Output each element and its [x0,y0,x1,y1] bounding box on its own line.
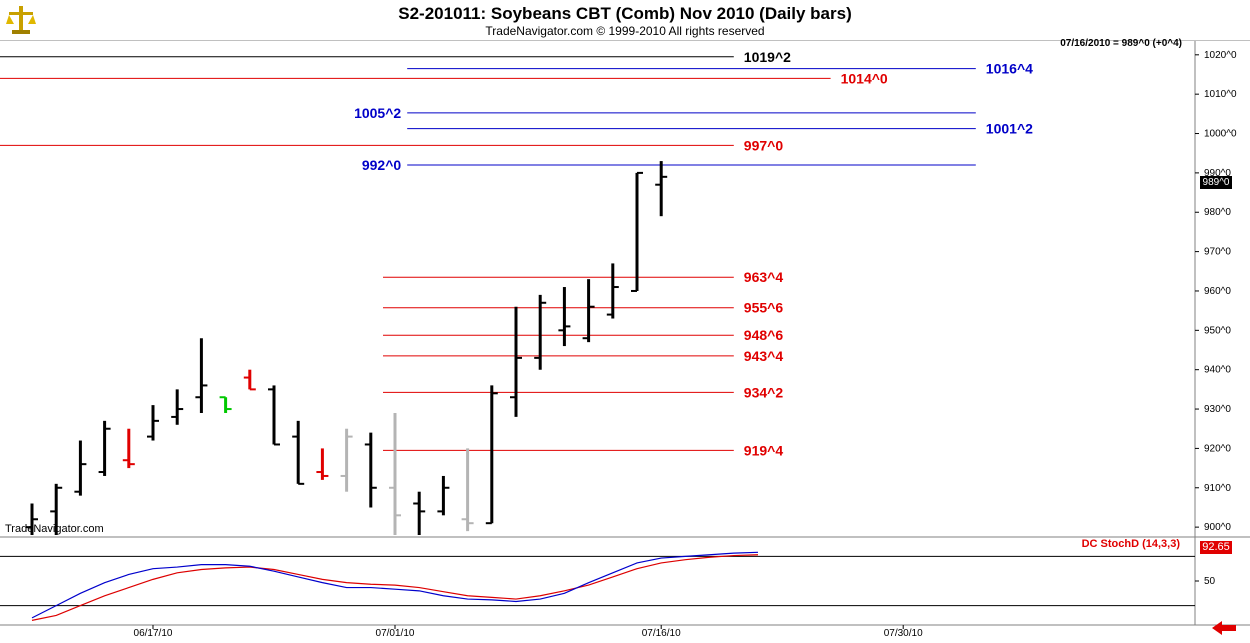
ohlc-bar [316,448,329,480]
price-tick-label: 950^0 [1204,325,1231,336]
date-tick-label: 06/17/10 [134,628,173,639]
ohlc-bar [389,412,401,535]
ohlc-bar [437,475,450,516]
ohlc-bar [147,405,159,441]
date-tick-label: 07/01/10 [376,628,415,639]
last-price-marker: 989^0 [1200,176,1232,189]
ohlc-bars [26,161,668,535]
ohlc-bar [655,161,668,217]
stoch-k-line [31,551,759,619]
price-tick-label: 990^0 [1204,168,1231,179]
price-tick-label: 910^0 [1204,483,1231,494]
trade-navigator-logo-icon [6,6,36,34]
ohlc-bar [485,385,498,525]
ohlc-bar [50,483,63,535]
ohlc-bar [510,306,522,417]
ohlc-bar [582,279,595,343]
level-label: 1001^2 [986,121,1033,137]
price-tick-label: 1010^0 [1204,89,1237,100]
price-tick-label: 920^0 [1204,443,1231,454]
ohlc-bar [340,428,353,492]
level-label: 955^6 [744,300,784,316]
support-resistance-levels: 1019^2 1016^4 1014^0 1005^2 1001^2 997^0 992^0… [0,49,1033,458]
level-label: 997^0 [744,137,784,153]
level-label: 943^4 [744,348,784,364]
price-readout: 07/16/2010 = 989^0 (+0^4) [1060,38,1182,49]
stochastic-panel: 50 [0,551,1216,621]
date-axis: 06/17/10 07/01/10 07/16/10 07/30/10 [134,625,923,639]
ohlc-bar [98,420,111,476]
level-label: 1005^2 [354,105,401,121]
ohlc-bar [534,294,547,370]
level-label: 1014^0 [841,70,888,86]
price-tick-label: 1020^0 [1204,50,1237,61]
ohlc-bar [268,385,280,446]
ohlc-bar [292,420,305,485]
level-label: 1019^2 [744,49,791,65]
ohlc-bar [122,428,135,469]
price-tick-label: 1000^0 [1204,129,1237,140]
ohlc-bar [364,432,377,508]
indicator-label: DC StochD (14,3,3) [1081,538,1180,550]
price-tick-label: 930^0 [1204,404,1231,415]
price-tick-label: 980^0 [1204,207,1231,218]
level-label: 934^2 [744,384,784,400]
grid [0,41,1250,626]
date-tick-label: 07/30/10 [884,628,923,639]
chart-subtitle: TradeNavigator.com © 1999-2010 All right… [485,24,765,38]
ohlc-bar [243,369,256,391]
level-label: 963^4 [744,269,784,285]
ohlc-bar [558,287,571,347]
level-label: 919^4 [744,442,784,458]
date-tick-label: 07/16/10 [642,628,681,639]
ohlc-bar [631,171,643,292]
scroll-left-arrow-icon[interactable] [1210,620,1238,636]
ohlc-bar [171,389,184,425]
price-tick-label: 900^0 [1204,522,1231,533]
top-frame-line [0,40,1250,41]
level-label: 1016^4 [986,61,1033,77]
watermark: TradeNavigator.com [5,523,104,535]
price-tick-label: 970^0 [1204,247,1231,258]
chart-title: S2-201011: Soybeans CBT (Comb) Nov 2010 … [398,4,852,23]
stoch-d-line [31,554,759,621]
ohlc-bar [413,491,426,535]
indicator-value: 92.65 [1200,541,1232,554]
ohlc-bar [195,338,208,413]
price-tick-label: 940^0 [1204,365,1231,376]
ohlc-bar [606,263,619,319]
price-tick-label: 960^0 [1204,286,1231,297]
stoch-tick-label: 50 [1204,576,1216,587]
ohlc-bar [26,503,38,535]
ohlc-bar [461,448,474,532]
level-label: 948^6 [744,327,784,343]
price-axis: 900^0 910^0 920^0 930^0 940^0 950^0 960^0 970^0… [1195,50,1237,533]
ohlc-bar [74,440,87,496]
ohlc-bar [219,396,232,413]
level-label: 992^0 [362,157,402,173]
